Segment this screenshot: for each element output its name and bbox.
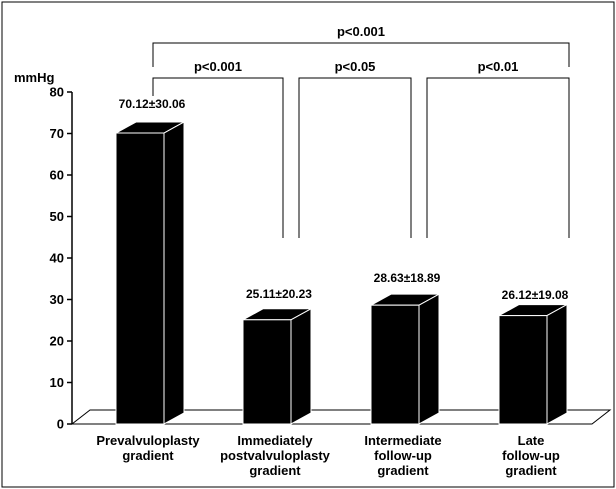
bar xyxy=(242,319,292,425)
bar-side xyxy=(163,121,185,425)
p-value-label: p<0.05 xyxy=(335,59,376,74)
data-label: 28.63±18.89 xyxy=(374,271,441,285)
bar xyxy=(498,315,548,425)
x-tick-label: gradient xyxy=(505,463,557,478)
significance-bracket: p<0.001 xyxy=(152,59,284,238)
data-label: 25.11±20.23 xyxy=(246,287,312,301)
x-tick-label: Prevalvuloplasty xyxy=(96,433,200,448)
y-tick-label: 80 xyxy=(50,85,64,100)
bracket-line xyxy=(152,77,284,238)
y-tick-label: 10 xyxy=(50,375,64,390)
data-label: 70.12±30.06 xyxy=(119,97,186,111)
x-tick-label: gradient xyxy=(249,463,301,478)
bracket-line xyxy=(298,77,412,238)
significance-bracket: p<0.01 xyxy=(426,59,570,238)
bar xyxy=(370,304,420,425)
significance-bracket: p<0.001 xyxy=(152,24,570,67)
y-tick-label: 60 xyxy=(50,168,64,183)
y-tick-label: 30 xyxy=(50,292,64,307)
x-tick-label: postvalvuloplasty xyxy=(220,448,331,463)
p-value-label: p<0.001 xyxy=(337,24,385,39)
bar-side xyxy=(418,293,440,425)
bar-group: 25.11±20.23 Immediatelypostvalvuloplastyg… xyxy=(220,287,331,478)
y-tick-label: 40 xyxy=(50,251,64,266)
bar xyxy=(115,132,165,425)
bar-side xyxy=(290,307,312,425)
bracket-line xyxy=(426,77,570,238)
y-tick-label: 70 xyxy=(50,126,64,141)
bracket-line xyxy=(152,42,570,67)
x-tick-label: follow-up xyxy=(374,448,432,463)
x-tick-label: follow-up xyxy=(502,448,560,463)
x-tick-label: Intermediate xyxy=(364,433,441,448)
y-tick-label: 0 xyxy=(57,417,64,432)
x-tick-label: gradient xyxy=(377,463,429,478)
y-axis-label: mmHg xyxy=(14,70,55,85)
data-label: 26.12±19.08 xyxy=(502,288,569,302)
y-tick-label: 20 xyxy=(50,334,64,349)
x-tick-label: Late xyxy=(518,433,545,448)
bar-side xyxy=(546,303,568,425)
p-value-label: p<0.001 xyxy=(194,59,242,74)
x-tick-label: Immediately xyxy=(237,433,313,448)
p-value-label: p<0.01 xyxy=(478,59,519,74)
x-tick-label: gradient xyxy=(122,448,174,463)
y-tick-label: 50 xyxy=(50,209,64,224)
significance-bracket: p<0.05 xyxy=(298,59,412,238)
